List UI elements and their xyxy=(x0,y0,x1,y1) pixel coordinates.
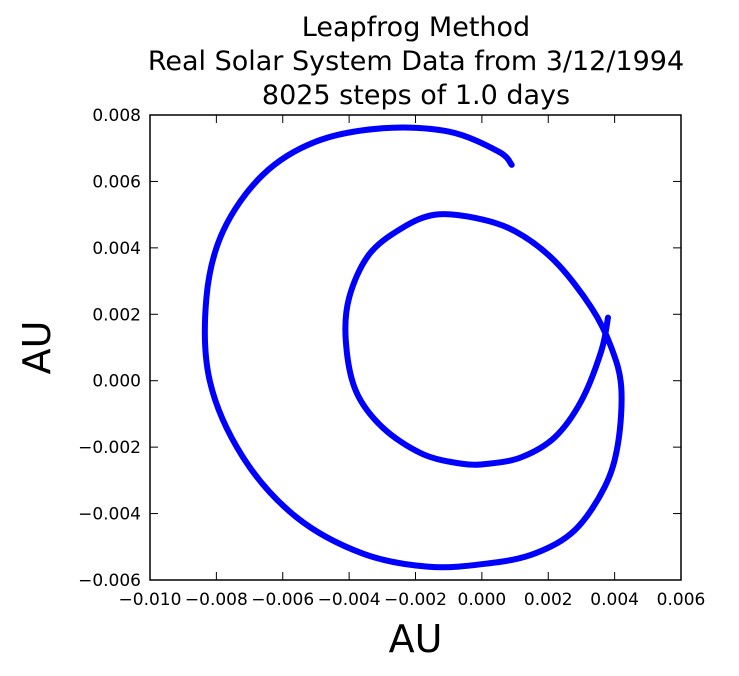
x-tick-label: 0.000 xyxy=(458,590,507,610)
y-tick-label: 0.002 xyxy=(92,305,141,325)
y-tick-label: 0.006 xyxy=(92,172,141,192)
chart-title-line: 8025 steps of 1.0 days xyxy=(262,80,570,111)
y-tick-label: −0.004 xyxy=(78,505,141,525)
chart-title-line: Leapfrog Method xyxy=(302,12,530,43)
y-tick-label: −0.002 xyxy=(78,438,141,458)
y-tick-label: 0.004 xyxy=(92,239,141,259)
y-tick-label: 0.000 xyxy=(92,372,141,392)
series-line xyxy=(201,124,625,571)
plot-area xyxy=(201,124,625,571)
y-tick-label: 0.008 xyxy=(92,106,141,126)
y-axis: −0.006 −0.004 −0.002 0.000 0.002 0.004 0.006 0.… xyxy=(78,106,681,591)
x-tick-label: −0.008 xyxy=(185,590,248,610)
x-tick-label: 0.006 xyxy=(657,590,706,610)
x-axis-label: AU xyxy=(389,617,443,661)
x-tick-label: −0.006 xyxy=(251,590,314,610)
y-tick-label: −0.006 xyxy=(78,571,141,591)
x-tick-label: 0.002 xyxy=(524,590,573,610)
chart-title-line: Real Solar System Data from 3/12/1994 xyxy=(148,46,684,77)
x-axis: −0.010 −0.008 −0.006 −0.004 −0.002 0.000 0.002… xyxy=(119,115,706,610)
x-tick-label: −0.010 xyxy=(119,590,182,610)
y-axis-label: AU xyxy=(15,321,59,375)
x-tick-label: −0.002 xyxy=(384,590,447,610)
x-tick-label: 0.004 xyxy=(590,590,639,610)
axes-frame xyxy=(149,114,682,581)
x-tick-label: −0.004 xyxy=(318,590,381,610)
